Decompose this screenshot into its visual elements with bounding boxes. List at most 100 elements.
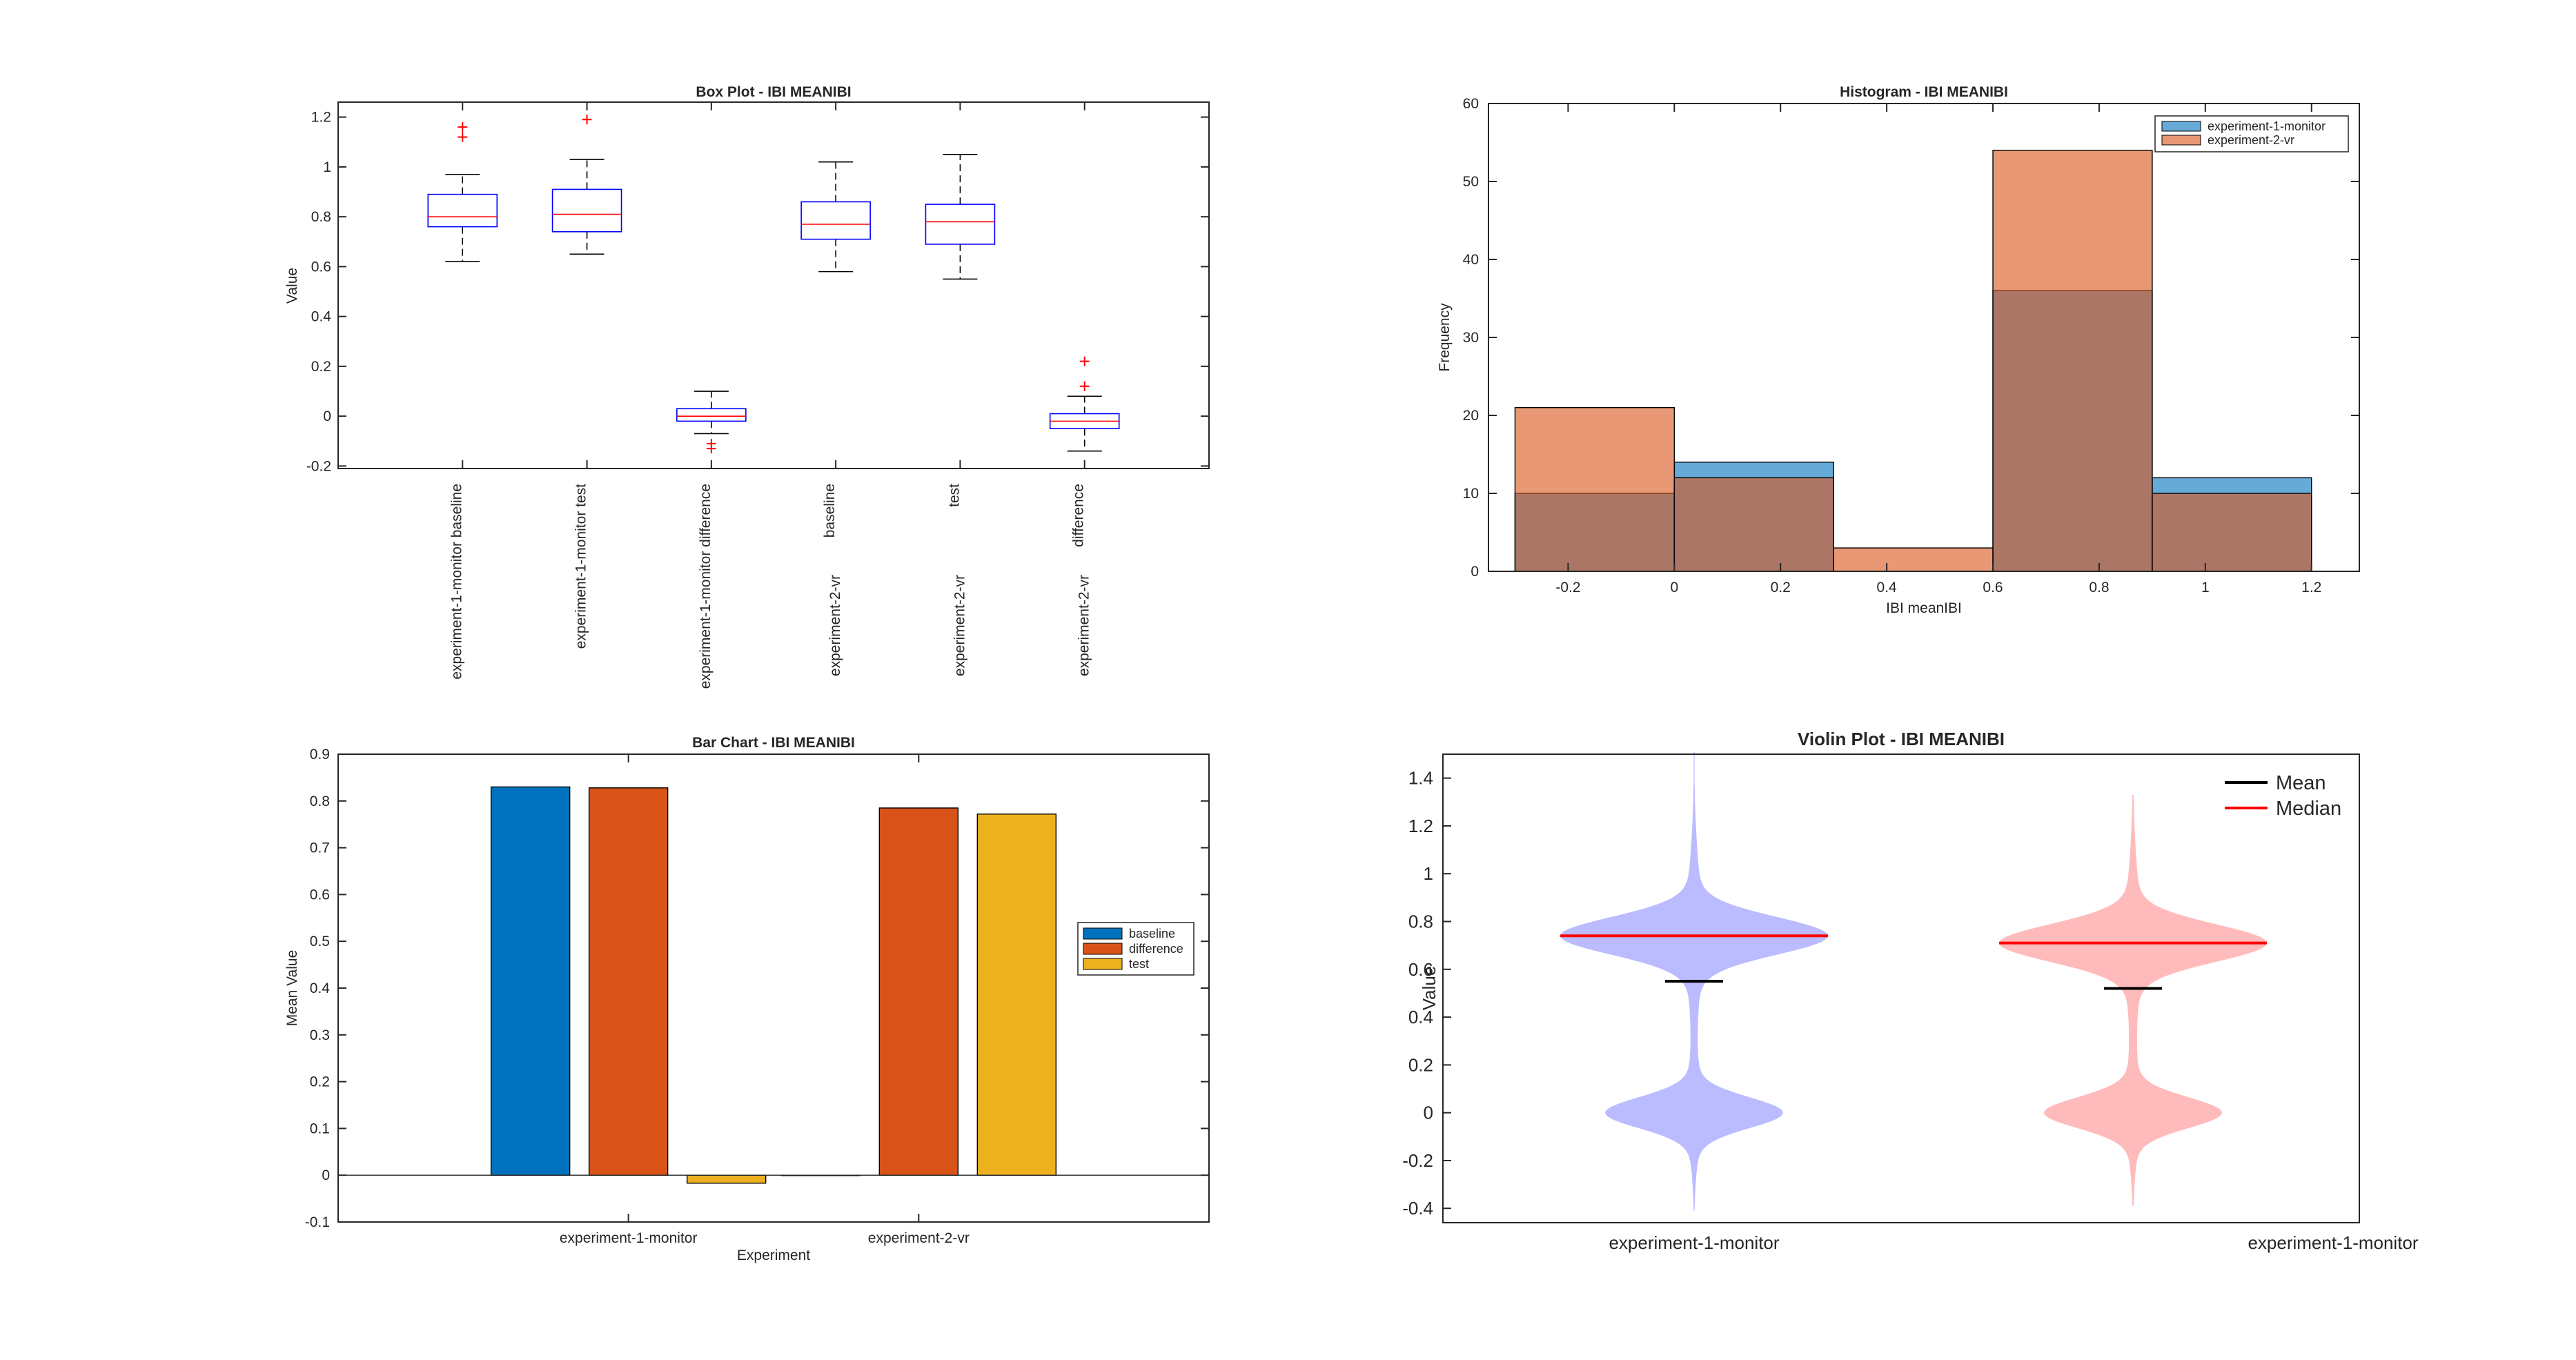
histogram-xtick-label: 0 bbox=[1670, 580, 1678, 595]
bar-chart-ytick-label: 0.3 bbox=[310, 1027, 330, 1043]
boxplot-group-label: test bbox=[946, 484, 962, 507]
boxplot-outlier-point bbox=[1079, 356, 1090, 366]
boxplot-group-label: experiment-1-monitor test bbox=[573, 484, 589, 649]
bar-chart-ytick-label: 0.8 bbox=[310, 794, 330, 809]
bar-chart-ytick-label: 0.6 bbox=[310, 887, 330, 903]
histogram-bar-experiment-2-vr bbox=[1673, 477, 1834, 572]
bar-chart-y-axis-label: Mean Value bbox=[284, 950, 300, 1027]
histogram-legend-label: experiment-2-vr bbox=[2208, 133, 2294, 147]
bar-chart-category-label: experiment-1-monitor bbox=[560, 1230, 698, 1246]
bar-chart-category-label: experiment-2-vr bbox=[868, 1230, 970, 1246]
bar-chart-panel: -0.1 0 0.1 0.2 0.3 0.4 0.5 0.6 0.7 0.8 0.9 experime… bbox=[284, 735, 1210, 1263]
histogram-x-axis-label: IBI meanIBI bbox=[1886, 600, 1962, 616]
bar-chart-legend-swatch bbox=[1083, 958, 1123, 970]
bar-difference bbox=[878, 807, 959, 1176]
bar-chart-ytick-label: 0 bbox=[322, 1167, 330, 1183]
boxplot-ytick-label: 0.2 bbox=[311, 359, 331, 375]
histogram-ytick-label: 0 bbox=[1471, 564, 1479, 580]
violin-ytick-label: 0.6 bbox=[1408, 959, 1433, 980]
violin-panel: -0.4 -0.2 0 0.2 0.4 0.6 0.8 1 1.2 1.4 experiment-1… bbox=[1402, 729, 2419, 1253]
histogram-legend-label: experiment-1-monitor bbox=[2208, 119, 2326, 133]
histogram-bar-experiment-2-vr bbox=[1833, 547, 1994, 572]
histogram-ytick-label: 20 bbox=[1463, 408, 1479, 424]
boxplot-y-axis-label: Value bbox=[284, 268, 300, 304]
boxplot-outlier-point bbox=[582, 115, 592, 125]
histogram-ytick-label: 40 bbox=[1463, 252, 1479, 268]
boxplot-outlier-point bbox=[458, 132, 468, 142]
bar-chart-legend-label: baseline bbox=[1129, 927, 1175, 940]
boxplot-outlier-point bbox=[1079, 381, 1090, 391]
bar-chart-ytick-label: 0.2 bbox=[310, 1074, 330, 1090]
histogram-legend-swatch bbox=[2161, 135, 2201, 146]
histogram-ytick-label: 60 bbox=[1463, 96, 1479, 112]
boxplot-group-label: experiment-1-monitor difference bbox=[698, 484, 714, 689]
bar-chart-legend-label: difference bbox=[1129, 942, 1183, 956]
bar-chart-ytick-label: 0.7 bbox=[310, 840, 330, 856]
boxplot-group-label: difference bbox=[1071, 484, 1087, 547]
histogram-panel: -0.2 0 0.2 0.4 0.6 0.8 1 1.2 0 10 20 30 40 50 60 Histo… bbox=[1437, 84, 2360, 616]
histogram-marks bbox=[1514, 150, 2312, 572]
bar-baseline bbox=[490, 786, 571, 1176]
histogram-ytick-label: 10 bbox=[1463, 486, 1479, 502]
bar-chart-ytick-label: -0.1 bbox=[305, 1214, 330, 1230]
bar-chart-ytick-label: 0.1 bbox=[310, 1121, 330, 1136]
violin-marks bbox=[1560, 751, 2267, 1211]
boxplot-group-label: baseline bbox=[822, 484, 838, 538]
boxplot-box bbox=[925, 204, 996, 245]
violin-y-axis-label: Value bbox=[1419, 966, 1439, 1011]
boxplot-title: Box Plot - IBI MEANIBI bbox=[696, 84, 851, 100]
bar-chart-ytick-label: 0.9 bbox=[310, 747, 330, 762]
bar-chart-legend-swatch bbox=[1083, 943, 1123, 955]
violin-legend-label: Median bbox=[2276, 798, 2341, 820]
violin-ytick-label: 0.4 bbox=[1408, 1007, 1433, 1027]
violin-ytick-label: 0.8 bbox=[1408, 911, 1433, 932]
violin-legend-label: Mean bbox=[2276, 772, 2326, 794]
violin-category-label: experiment-1-monitor bbox=[1609, 1232, 1779, 1253]
bar-chart-title: Bar Chart - IBI MEANIBI bbox=[692, 735, 855, 751]
boxplot-ytick-label: -0.2 bbox=[306, 458, 331, 474]
histogram-xtick-label: 0.4 bbox=[1877, 580, 1898, 595]
histogram-xtick-label: 0.2 bbox=[1771, 580, 1791, 595]
boxplot-ytick-label: 0 bbox=[323, 408, 331, 424]
boxplot-group-sublabel: experiment-2-vr bbox=[827, 575, 843, 676]
violin-ytick-label: 1.4 bbox=[1408, 768, 1433, 789]
histogram-xtick-label: 0.6 bbox=[1983, 580, 2003, 595]
bar-test bbox=[686, 1174, 767, 1184]
violin-ytick-label: 1 bbox=[1424, 863, 1433, 884]
boxplot-box bbox=[551, 188, 622, 233]
boxplot-ytick-label: 1.2 bbox=[311, 110, 331, 126]
bar-chart-legend-label: test bbox=[1129, 957, 1149, 971]
bar-chart-ytick-label: 0.5 bbox=[310, 934, 330, 949]
boxplot-axes-frame bbox=[337, 101, 1210, 469]
boxplot-panel: -0.2 0 0.2 0.4 0.6 0.8 1 1.2 experiment-1-monito… bbox=[284, 84, 1210, 689]
violin-ytick-label: -0.2 bbox=[1402, 1150, 1433, 1171]
violin-ticks: -0.4 -0.2 0 0.2 0.4 0.6 0.8 1 1.2 1.4 experiment-1… bbox=[1402, 768, 2419, 1253]
histogram-xtick-label: -0.2 bbox=[1555, 580, 1580, 595]
violin-ytick-label: 1.2 bbox=[1408, 816, 1433, 836]
histogram-xtick-label: 1.2 bbox=[2301, 580, 2321, 595]
histogram-y-axis-label: Frequency bbox=[1437, 303, 1453, 372]
bar-chart-ticks: -0.1 0 0.1 0.2 0.3 0.4 0.5 0.6 0.7 0.8 0.9 experime… bbox=[305, 747, 1209, 1246]
boxplot-group-sublabel: experiment-2-vr bbox=[1076, 575, 1092, 676]
bar-difference bbox=[588, 787, 669, 1176]
histogram-bar-experiment-2-vr bbox=[2152, 493, 2312, 572]
boxplot-ytick-label: 0.8 bbox=[311, 209, 331, 225]
boxplot-box bbox=[800, 201, 871, 240]
boxplot-marks bbox=[427, 115, 1120, 454]
boxplot-outlier-point bbox=[458, 122, 468, 132]
violin-legend: Mean Median bbox=[2225, 772, 2341, 820]
bar-chart-marks bbox=[490, 786, 1057, 1184]
bar-test bbox=[976, 814, 1057, 1176]
boxplot-group-sublabel: experiment-2-vr bbox=[952, 575, 967, 676]
boxplot-ytick-label: 0.6 bbox=[311, 259, 331, 275]
histogram-xtick-label: 0.8 bbox=[2089, 580, 2109, 595]
boxplot-ytick-label: 0.4 bbox=[311, 309, 332, 325]
violin-axes-frame bbox=[1442, 753, 2360, 1223]
bar-chart-ytick-label: 0.4 bbox=[310, 980, 331, 996]
violin-shape bbox=[1999, 794, 2267, 1206]
violin-category-label: experiment-1-monitor bbox=[2248, 1232, 2418, 1253]
histogram-xtick-label: 1 bbox=[2201, 580, 2210, 595]
